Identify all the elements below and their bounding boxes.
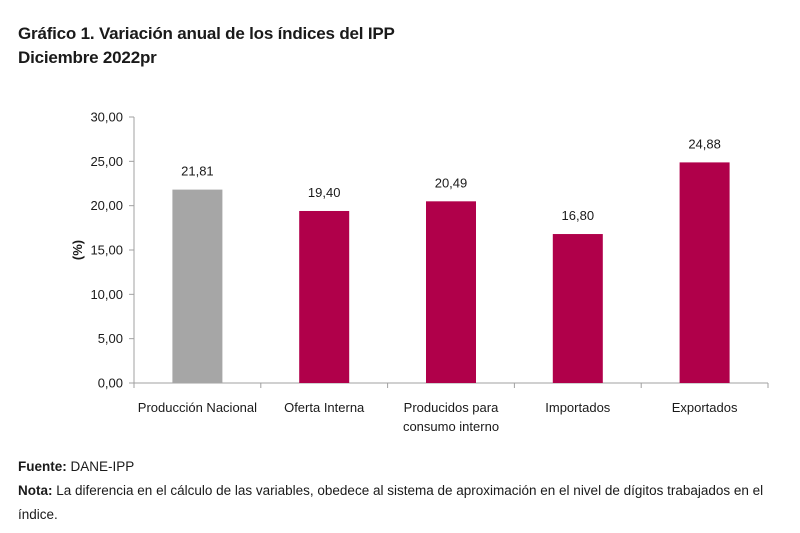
bar	[552, 234, 603, 383]
data-label: 21,81	[181, 164, 214, 179]
x-category-label-line: consumo interno	[403, 419, 499, 434]
y-tick-label: 15,00	[90, 243, 123, 258]
bar	[426, 201, 476, 383]
x-category-label-line: Importados	[545, 400, 611, 415]
bar	[172, 189, 223, 383]
data-label: 19,40	[308, 185, 341, 200]
data-label: 24,88	[688, 136, 721, 151]
x-category-label: Producción Nacional	[138, 400, 257, 415]
y-tick-label: 20,00	[90, 198, 123, 213]
chart-title: Gráfico 1. Variación anual de los índice…	[18, 22, 395, 70]
source-text: DANE-IPP	[66, 459, 135, 474]
x-category-label: Producidos para consumo interno	[403, 400, 499, 434]
bar-chart: 0,00 5,00 10,00 15,00 20,00 25,00 30,00 Produc…	[70, 110, 769, 434]
x-category-label: Importados	[545, 400, 611, 415]
bar	[679, 162, 730, 383]
y-tick-label: 10,00	[90, 287, 123, 302]
y-tick-label: 0,00	[98, 376, 123, 391]
y-tick-label: 30,00	[90, 110, 123, 125]
chart-subtitle: Diciembre 2022pr	[18, 48, 157, 67]
source-line: Fuente: DANE-IPP	[18, 455, 788, 479]
y-axis: 0,00 5,00 10,00 15,00 20,00 25,00 30,00	[90, 110, 135, 391]
chart-title-line1: Gráfico 1. Variación anual de los índice…	[18, 24, 395, 43]
x-axis: Producción Nacional Oferta Interna Produci…	[133, 382, 769, 434]
note-text: La diferencia en el cálculo de las varia…	[18, 483, 764, 522]
bar	[299, 210, 350, 383]
chart-notes: Fuente: DANE-IPP Nota: La diferencia en …	[18, 455, 788, 527]
data-label: 20,49	[435, 175, 468, 190]
note-label: Nota:	[18, 483, 53, 498]
bars-group	[172, 162, 730, 383]
x-category-label-line: Producidos para	[404, 400, 499, 415]
x-category-label: Exportados	[672, 400, 738, 415]
data-labels-group: 21,81 19,40 20,49 16,80 24,88	[181, 136, 721, 223]
x-category-label: Oferta Interna	[284, 400, 365, 415]
x-category-label-line: Exportados	[672, 400, 738, 415]
source-label: Fuente:	[18, 459, 67, 474]
x-category-label-line: Producción Nacional	[138, 400, 257, 415]
y-tick-label: 25,00	[90, 154, 123, 169]
note-line: Nota: La diferencia en el cálculo de las…	[18, 479, 788, 527]
y-axis-label: (%)	[70, 240, 85, 260]
data-label: 16,80	[562, 208, 595, 223]
y-tick-label: 5,00	[98, 331, 123, 346]
x-category-label-line: Oferta Interna	[284, 400, 365, 415]
